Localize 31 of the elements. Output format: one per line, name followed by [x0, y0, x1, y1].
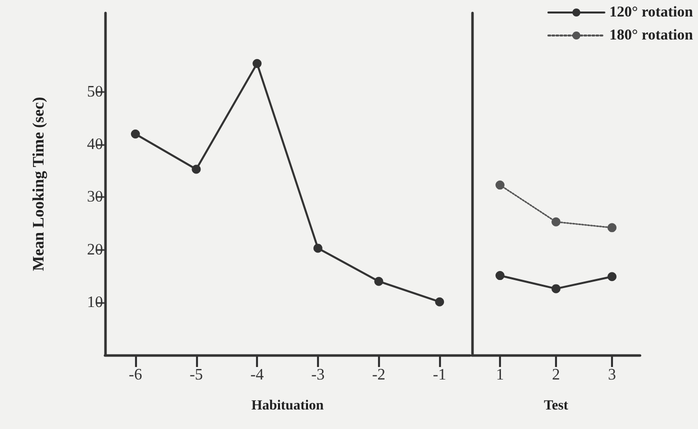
point — [374, 276, 384, 286]
y-tick-label: 50 — [87, 83, 103, 100]
point — [608, 223, 616, 232]
point — [552, 217, 560, 226]
point — [192, 164, 201, 174]
x-tick-label: -2 — [372, 366, 386, 384]
legend-label: 120° rotation — [609, 4, 694, 20]
y-tick-label: 20 — [87, 241, 103, 258]
x-tick-label: -3 — [311, 366, 325, 384]
point — [130, 130, 140, 139]
legend-label: 180° rotation — [609, 28, 694, 44]
x-tick-label: 3 — [608, 366, 616, 384]
y-tick-label: 40 — [87, 136, 103, 154]
point — [435, 297, 444, 306]
x-tick-label: -6 — [128, 366, 142, 384]
x-tick-label: 2 — [552, 366, 560, 384]
point — [313, 244, 322, 253]
y-tick-label: 30 — [87, 188, 103, 206]
point — [252, 59, 262, 68]
x-tick-label: -4 — [250, 366, 264, 384]
x-tick-label: 1 — [496, 366, 504, 384]
x-axis-title: Habituation — [251, 398, 324, 414]
point — [552, 284, 560, 294]
x-axis-title: Test — [544, 398, 569, 414]
point — [496, 271, 504, 280]
y-axis-title: Mean Looking Time (sec) — [30, 96, 48, 272]
y-tick-label: 10 — [87, 294, 103, 311]
point — [496, 180, 504, 190]
x-tick-label: -1 — [432, 366, 446, 384]
point — [608, 272, 616, 282]
x-tick-label: -5 — [190, 366, 203, 384]
